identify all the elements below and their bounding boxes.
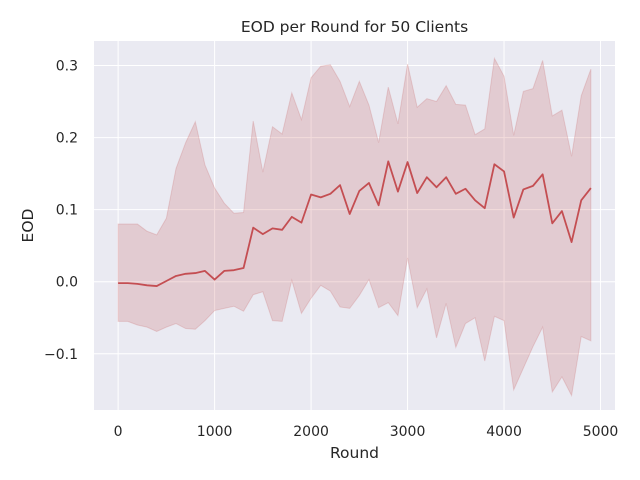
x-tick-label: 4000 xyxy=(486,424,522,440)
y-tick-label: 0.0 xyxy=(56,275,78,291)
x-tick-label: 1000 xyxy=(197,424,233,440)
y-axis-label: EOD xyxy=(19,208,37,242)
x-tick-label: 0 xyxy=(114,424,123,440)
x-tick-label: 5000 xyxy=(583,424,619,440)
grid xyxy=(94,41,615,410)
x-tick-label: 3000 xyxy=(390,424,426,440)
plot-area xyxy=(94,41,615,410)
x-axis-label: Round xyxy=(330,444,379,462)
eod-line xyxy=(118,160,592,287)
y-tick-label: −0.1 xyxy=(44,347,78,363)
y-tick-label: 0.2 xyxy=(56,131,78,147)
y-tick-label: 0.3 xyxy=(56,59,78,75)
confidence-band xyxy=(117,56,592,398)
y-tick-label: 0.1 xyxy=(56,203,78,219)
chart-title: EOD per Round for 50 Clients xyxy=(241,18,468,36)
x-tick-label: 2000 xyxy=(293,424,329,440)
x-axis-ticks: 0 1000 2000 3000 4000 5000 xyxy=(114,424,619,440)
y-axis-ticks: −0.1 0.0 0.1 0.2 0.3 xyxy=(44,59,78,363)
